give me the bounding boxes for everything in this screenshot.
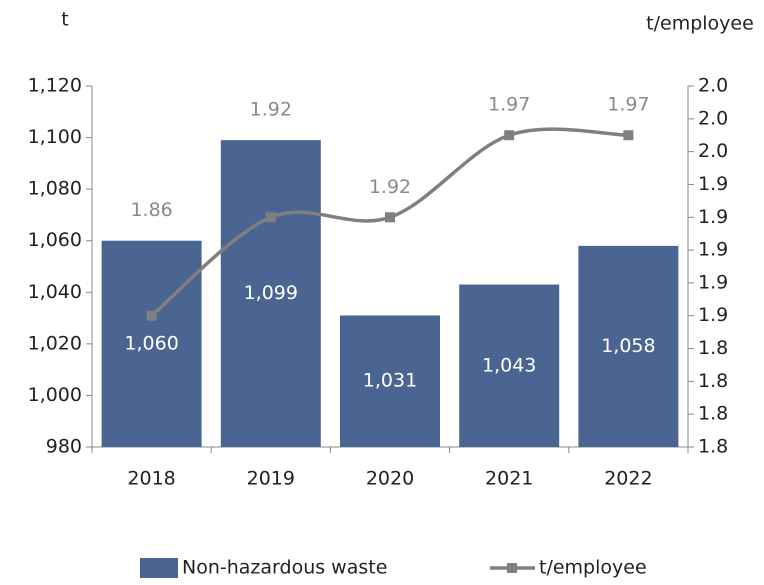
y2-axis-label: t/employee xyxy=(646,13,754,35)
bar xyxy=(101,240,202,447)
bar-value-label: 1,099 xyxy=(244,282,298,304)
bar-value-label: 1,031 xyxy=(363,370,417,392)
x-tick-label: 2018 xyxy=(127,468,175,490)
line-marker xyxy=(504,130,515,141)
y-tick-label: 1,040 xyxy=(28,281,82,303)
y2-tick-label: 2.0 xyxy=(698,75,728,97)
line-value-label: 1.86 xyxy=(130,199,172,221)
bar-value-label: 1,058 xyxy=(601,335,655,357)
x-tick-label: 2020 xyxy=(366,468,414,490)
y2-tick-label: 1.9 xyxy=(698,271,728,293)
legend-label: t/employee xyxy=(539,557,647,579)
line-marker xyxy=(146,310,157,321)
y2-tick-label: 1.9 xyxy=(698,304,728,326)
legend-marker xyxy=(507,563,517,573)
y-tick-label: 980 xyxy=(46,436,82,458)
y2-tick-label: 1.8 xyxy=(698,403,728,425)
y2-tick-label: 1.8 xyxy=(698,436,728,458)
legend-swatch xyxy=(140,558,178,578)
line-value-label: 1.92 xyxy=(250,99,292,121)
line-value-label: 1.92 xyxy=(369,176,411,198)
y-tick-label: 1,000 xyxy=(28,384,82,406)
y2-tick-label: 2.0 xyxy=(698,140,728,162)
y2-tick-label: 1.8 xyxy=(698,370,728,392)
bar xyxy=(220,140,321,447)
bar xyxy=(459,284,560,447)
y2-tick-label: 1.9 xyxy=(698,206,728,228)
line-marker xyxy=(265,212,276,223)
legend-label: Non-hazardous waste xyxy=(182,557,387,579)
y-tick-label: 1,120 xyxy=(28,75,82,97)
x-tick-label: 2021 xyxy=(485,468,533,490)
y-tick-label: 1,080 xyxy=(28,178,82,200)
y2-tick-label: 2.0 xyxy=(698,107,728,129)
y2-tick-label: 1.9 xyxy=(698,173,728,195)
y-tick-label: 1,100 xyxy=(28,126,82,148)
line-marker xyxy=(385,212,395,223)
y2-tick-label: 1.9 xyxy=(698,239,728,261)
bar xyxy=(340,315,440,447)
bar-value-label: 1,060 xyxy=(124,332,178,354)
line-marker xyxy=(623,130,634,141)
y-axis-label: t xyxy=(61,9,68,31)
bar-value-label: 1,043 xyxy=(482,354,536,376)
y-tick-label: 1,020 xyxy=(28,332,82,354)
line-value-label: 1.97 xyxy=(488,94,530,116)
y-tick-label: 1,060 xyxy=(28,229,82,251)
line-value-label: 1.97 xyxy=(607,94,649,116)
y2-tick-label: 1.8 xyxy=(698,337,728,359)
bar xyxy=(578,245,679,447)
x-tick-label: 2019 xyxy=(247,468,295,490)
x-tick-label: 2022 xyxy=(604,468,652,490)
